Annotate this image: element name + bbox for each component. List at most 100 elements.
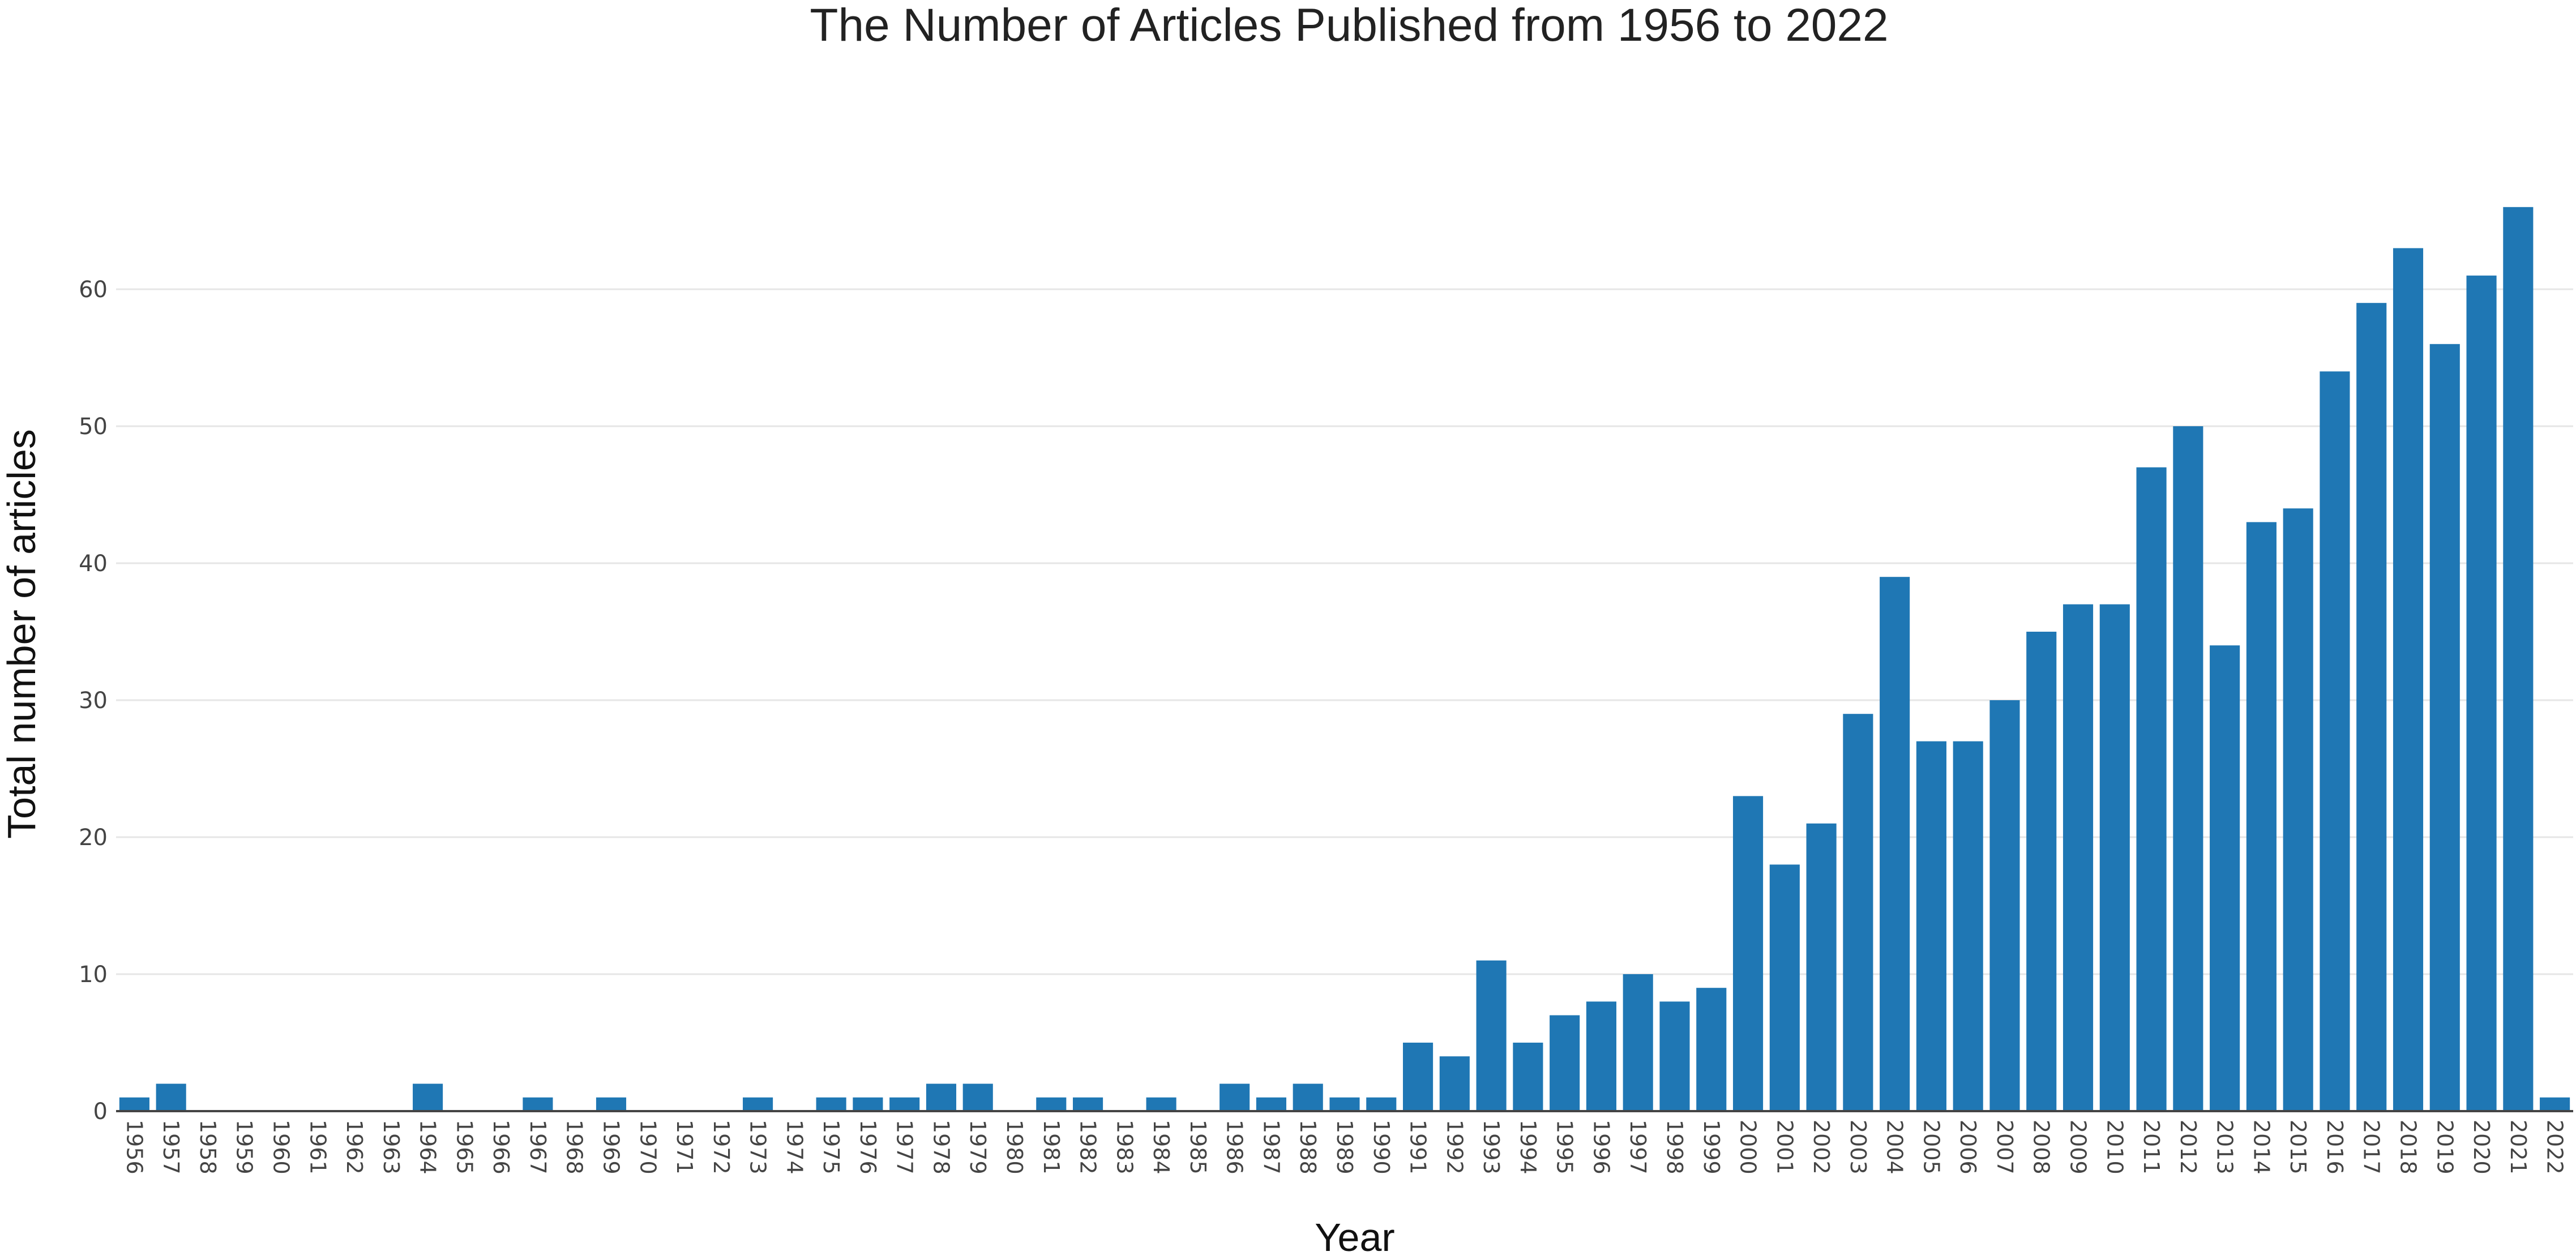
x-tick-label: 2016 <box>2322 1120 2347 1175</box>
bar-2002 <box>1806 823 1837 1111</box>
x-tick-label: 1974 <box>782 1120 807 1175</box>
bar-1964 <box>413 1083 443 1111</box>
y-tick-label: 40 <box>79 551 108 577</box>
bar-1997 <box>1623 974 1653 1111</box>
x-tick-label: 2015 <box>2286 1120 2310 1175</box>
x-tick-label: 2008 <box>2029 1120 2054 1175</box>
x-tick-label: 2007 <box>1992 1120 2017 1175</box>
x-tick-label: 2004 <box>1882 1120 1907 1175</box>
x-tick-label: 1988 <box>1295 1120 1320 1175</box>
bar-2013 <box>2210 645 2240 1111</box>
bar-1987 <box>1256 1097 1287 1111</box>
x-tick-label: 1962 <box>342 1120 367 1175</box>
x-tick-label: 1999 <box>1699 1120 1724 1175</box>
x-tick-label: 2005 <box>1919 1120 1944 1175</box>
x-tick-label: 1958 <box>195 1120 220 1175</box>
y-tick-label: 20 <box>79 825 108 851</box>
x-tick-label: 1956 <box>122 1120 147 1175</box>
bar-2018 <box>2393 248 2424 1111</box>
bar-1982 <box>1073 1097 1103 1111</box>
bar-1977 <box>889 1097 920 1111</box>
bar-1991 <box>1402 1043 1434 1111</box>
x-tick-label: 2013 <box>2213 1120 2237 1175</box>
bar-2006 <box>1953 741 1983 1111</box>
x-tick-label: 1970 <box>635 1120 660 1175</box>
gridlines <box>116 288 2573 975</box>
y-tick-label: 0 <box>93 1099 108 1125</box>
bar-2007 <box>1989 700 2020 1111</box>
x-tick-label: 2022 <box>2543 1120 2568 1175</box>
x-tick-label: 2002 <box>1809 1120 1834 1175</box>
x-tick-label: 1992 <box>1442 1120 1467 1175</box>
y-tick-label: 30 <box>79 688 108 714</box>
x-tick-label: 1998 <box>1662 1120 1687 1175</box>
x-tick-label: 1995 <box>1552 1120 1577 1175</box>
bar-1967 <box>523 1097 553 1111</box>
bar-1998 <box>1659 1001 1690 1111</box>
x-tick-label: 1972 <box>709 1120 734 1175</box>
x-tick-label: 1963 <box>379 1120 404 1175</box>
bar-2010 <box>2099 604 2130 1111</box>
bar-1973 <box>743 1097 773 1111</box>
bar-1956 <box>119 1097 149 1111</box>
bar-2020 <box>2466 275 2497 1111</box>
bar-2016 <box>2320 371 2350 1112</box>
x-tick-label: 2000 <box>1736 1120 1761 1175</box>
x-tick-label: 1985 <box>1186 1120 1210 1175</box>
x-tick-label: 1971 <box>672 1120 697 1175</box>
bar-2005 <box>1916 741 1946 1111</box>
bar-1969 <box>596 1097 627 1111</box>
bar-1978 <box>926 1083 957 1111</box>
x-tick-label: 1968 <box>562 1120 587 1175</box>
x-tick-label: 1984 <box>1149 1120 1174 1175</box>
x-tick-label: 2017 <box>2359 1120 2384 1175</box>
bar-1981 <box>1036 1097 1067 1111</box>
x-tick-label: 1966 <box>489 1120 514 1175</box>
bar-2014 <box>2246 522 2277 1111</box>
x-tick-label: 2018 <box>2396 1120 2421 1175</box>
bar-2021 <box>2503 207 2534 1111</box>
x-tick-label: 2006 <box>1955 1120 1980 1175</box>
bar-2015 <box>2283 508 2313 1112</box>
x-tick-label: 1960 <box>268 1120 293 1175</box>
x-tick-label: 2009 <box>2066 1120 2091 1175</box>
x-tick-label: 1986 <box>1222 1120 1247 1175</box>
bar-2022 <box>2540 1097 2570 1111</box>
bar-1989 <box>1329 1097 1360 1111</box>
x-tick-label: 1997 <box>1625 1120 1650 1175</box>
x-tick-label: 2019 <box>2432 1120 2457 1175</box>
bar-1992 <box>1439 1056 1470 1111</box>
x-tick-label: 1982 <box>1076 1120 1101 1175</box>
x-tick-label: 1973 <box>746 1120 771 1175</box>
x-tick-label: 1979 <box>965 1120 990 1175</box>
x-tick-label: 1978 <box>928 1120 953 1175</box>
x-tick-label: 1976 <box>855 1120 880 1175</box>
y-axis-title: Total number of articles <box>0 429 44 839</box>
x-tick-label: 1983 <box>1112 1120 1137 1175</box>
bar-1988 <box>1293 1083 1323 1111</box>
bar-2001 <box>1769 864 1800 1111</box>
y-tick-label: 60 <box>79 277 108 303</box>
x-tick-label: 1969 <box>598 1120 623 1175</box>
x-tick-label: 1981 <box>1039 1120 1064 1175</box>
x-tick-label: 1957 <box>159 1120 183 1175</box>
bar-1976 <box>853 1097 883 1111</box>
x-tick-label: 1994 <box>1516 1120 1541 1175</box>
x-tick-label: 2001 <box>1772 1120 1797 1175</box>
bar-1994 <box>1513 1043 1543 1111</box>
x-tick-label: 1964 <box>416 1120 440 1175</box>
x-tick-label: 1991 <box>1406 1120 1431 1175</box>
bar-2008 <box>2026 632 2057 1111</box>
x-tick-label: 1996 <box>1589 1120 1614 1175</box>
x-tick-label: 1975 <box>819 1120 844 1175</box>
x-axis-ticks: 1956 1957 1958 1959 1960 1961 1962 1963 1964 1965… <box>122 1120 2567 1175</box>
x-tick-label: 1967 <box>525 1120 550 1175</box>
x-tick-label: 1989 <box>1332 1120 1357 1175</box>
x-tick-label: 1965 <box>452 1120 477 1175</box>
x-tick-label: 1959 <box>232 1120 257 1175</box>
x-tick-label: 1987 <box>1259 1120 1283 1175</box>
y-axis-ticks: 0 10 20 30 40 50 60 <box>79 277 108 1125</box>
bars <box>119 207 2570 1112</box>
bar-2017 <box>2356 303 2387 1112</box>
